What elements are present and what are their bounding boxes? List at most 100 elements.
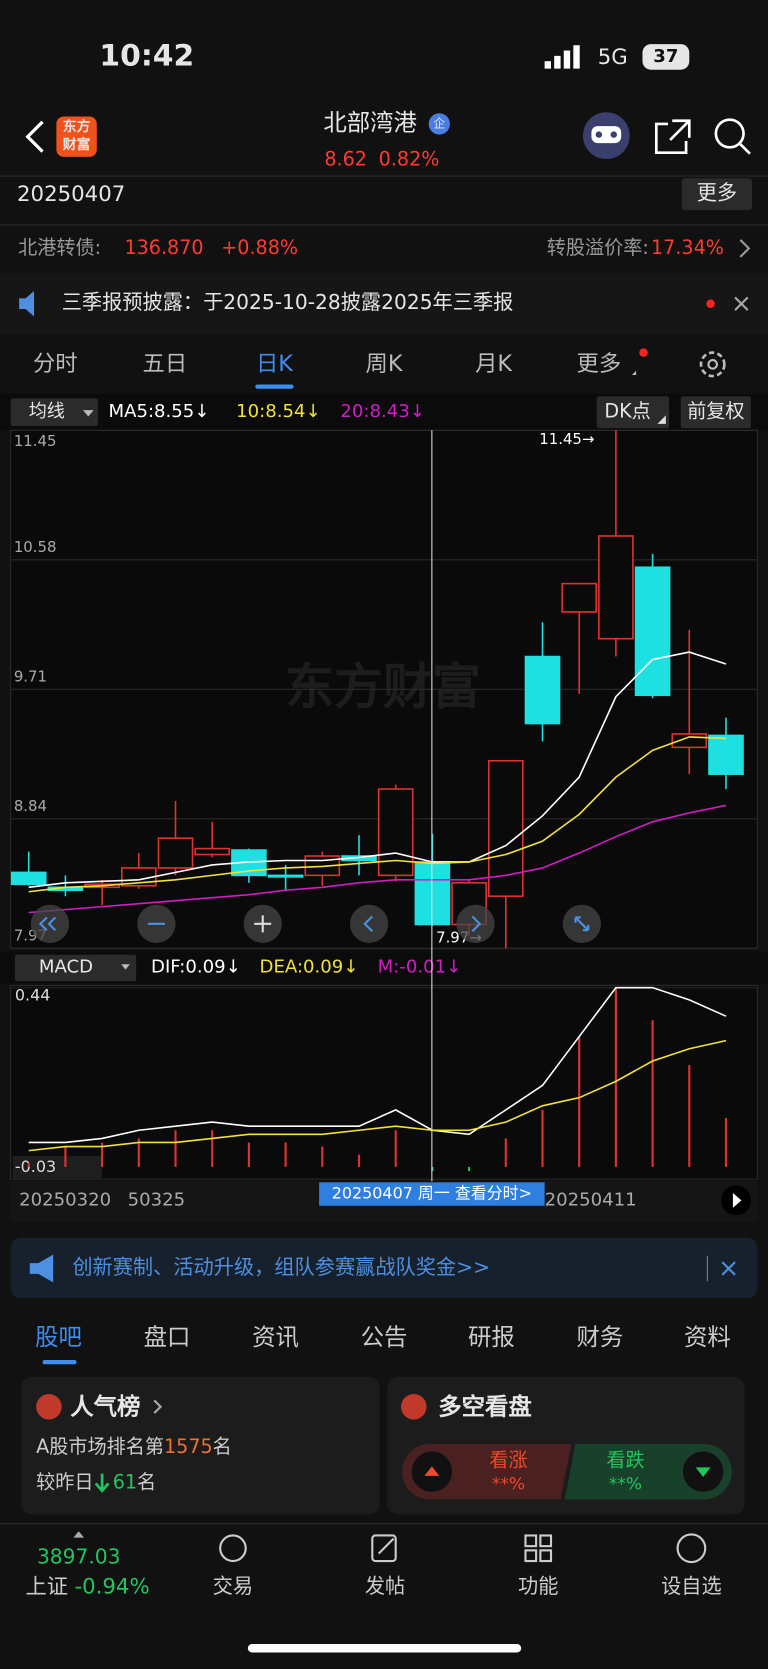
settings-button[interactable] [699, 351, 726, 378]
candle-body [598, 535, 634, 640]
macd-bar [247, 1142, 250, 1167]
m-label: M:-0.01↓ [378, 956, 462, 977]
y-tick-label: 9.71 [14, 668, 47, 686]
tab[interactable]: 更多 [577, 351, 622, 377]
bear-label: 看跌 [606, 1449, 644, 1472]
clock: 10:42 [99, 38, 194, 73]
macd-bar [101, 1142, 104, 1167]
close-banner[interactable] [721, 1261, 736, 1276]
macd-bar [578, 1036, 581, 1167]
rank-icon [36, 1394, 62, 1420]
indicator-selector[interactable] [10, 398, 98, 427]
tab-active[interactable]: 股吧 [35, 1323, 82, 1351]
date-label: 20250320 [19, 1189, 111, 1210]
ma-line [28, 651, 727, 889]
tab-underline [42, 1359, 77, 1365]
ma5-label: MA5:8.55↓ [108, 401, 209, 422]
macd-bar [357, 1154, 361, 1167]
tab-active[interactable]: 日K [256, 351, 294, 377]
macd-bar [724, 1118, 728, 1167]
date-label: 50325 [128, 1189, 186, 1210]
app-logo[interactable] [56, 116, 97, 157]
dea-line [28, 1039, 727, 1152]
macd-bar [174, 1130, 177, 1167]
tab[interactable]: 五日 [143, 351, 188, 377]
high-annotation: 11.45→ [539, 430, 594, 448]
badge-text: 企 [433, 116, 445, 130]
tab[interactable]: 资料 [684, 1323, 731, 1351]
logo-text: 财富 [63, 136, 91, 153]
indicator-selector[interactable] [14, 954, 137, 982]
share-button[interactable] [654, 119, 691, 154]
candle-body [267, 874, 304, 878]
tab[interactable]: 分时 [33, 351, 78, 377]
nav-item[interactable]: 设自选 [661, 1574, 722, 1598]
crosshair-date[interactable] [319, 1182, 545, 1206]
home-indicator [247, 1643, 522, 1653]
index-name[interactable]: 上证 -0.94% [26, 1575, 150, 1600]
stock-name: 北部湾港 [323, 108, 417, 136]
candle-body [157, 837, 194, 869]
adjust-text: 前复权 [687, 400, 744, 423]
tab[interactable]: 公告 [361, 1323, 408, 1351]
tab[interactable]: 财务 [577, 1323, 624, 1351]
notice-bar[interactable] [0, 272, 768, 335]
dea-label: DEA:0.09↓ [260, 956, 359, 977]
popularity-card[interactable] [21, 1376, 380, 1515]
index-value[interactable]: 3897.03 [37, 1544, 121, 1568]
crosshair-text: 20250407 周一 查看分时> [332, 1184, 532, 1203]
tab[interactable]: 资讯 [252, 1323, 299, 1351]
dif-label: DIF:0.09↓ [151, 956, 241, 977]
y-tick-label: 11.45 [14, 432, 57, 450]
banner[interactable] [10, 1237, 758, 1299]
watermark: 东方财富 [285, 658, 481, 715]
compare-text: 较昨日 61名 [36, 1470, 156, 1493]
tab[interactable]: 盘口 [144, 1323, 191, 1351]
banner-text: 创新赛制、活动升级，组队参赛赢战队奖金>> [72, 1255, 490, 1279]
candle-body [634, 566, 671, 697]
ma-line [28, 804, 727, 914]
nav-item[interactable]: 功能 [518, 1574, 558, 1598]
play-button[interactable] [721, 1185, 751, 1216]
macd-bar [504, 1138, 507, 1167]
chart-overlay: 20250407 周一 查看分时> [30, 430, 601, 1206]
ma-line [28, 736, 727, 893]
macd-bar [651, 1020, 654, 1167]
bull-pct: **% [492, 1474, 525, 1494]
battery-icon [642, 44, 690, 70]
tab[interactable]: 周K [366, 351, 404, 377]
tab[interactable]: 月K [475, 351, 513, 377]
close-notice[interactable] [734, 296, 749, 311]
macd-bar [614, 987, 617, 1167]
nav-item[interactable]: 交易 [213, 1574, 253, 1598]
dk-button[interactable] [596, 396, 670, 429]
y-tick-label: 8.84 [14, 797, 47, 815]
back-button[interactable] [25, 120, 44, 153]
chevron[interactable] [739, 239, 751, 258]
candle-body [561, 582, 598, 613]
signal-icon [544, 45, 580, 69]
macd-bar [394, 1130, 397, 1167]
battery-level: 37 [653, 46, 678, 67]
search-button[interactable] [714, 118, 751, 155]
logo-text: 东方 [63, 118, 91, 135]
macd-bar [688, 1065, 691, 1167]
selector-text: 均线 [29, 401, 65, 422]
nav-item[interactable]: 发帖 [365, 1574, 405, 1598]
tab[interactable]: 研报 [468, 1323, 515, 1351]
date: 20250407 [17, 182, 125, 207]
candle-body [708, 734, 744, 775]
macd-bar [27, 1162, 30, 1167]
more-text: 更多 [697, 181, 737, 205]
rank-text: A股市场排名第1575名 [36, 1435, 232, 1458]
more-button[interactable] [681, 178, 753, 211]
ma10-label: 10:8.54↓ [236, 401, 321, 422]
premium-label: 转股溢价率: [547, 236, 649, 259]
stock-price: 8.62 [324, 148, 367, 171]
badge [428, 113, 450, 135]
unread-dot [706, 299, 715, 308]
ma20-label: 20:8.43↓ [340, 401, 425, 422]
macd-bar [468, 1166, 471, 1171]
adjust-button[interactable] [680, 396, 751, 429]
